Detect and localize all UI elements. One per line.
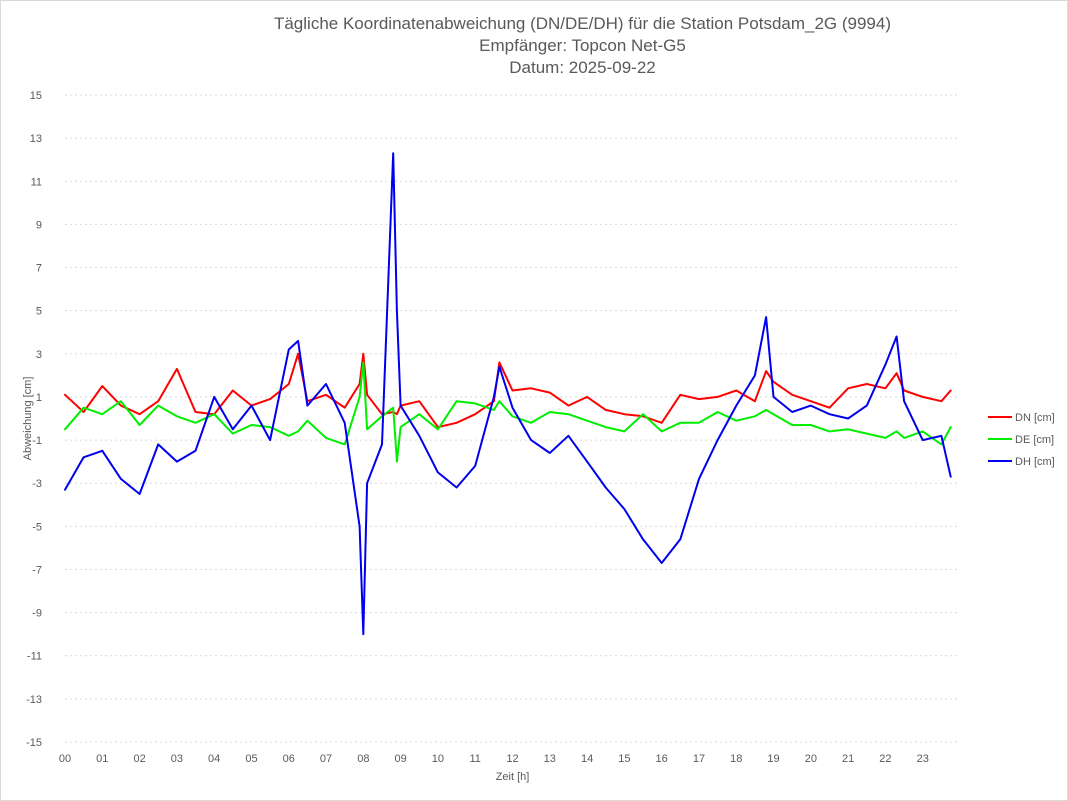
x-tick-label: 16 <box>656 753 668 765</box>
x-tick-label: 21 <box>842 753 854 765</box>
chart-title: Tägliche Koordinatenabweichung (DN/DE/DH… <box>274 14 891 77</box>
x-tick-label: 14 <box>581 753 593 765</box>
x-tick-label: 20 <box>805 753 817 765</box>
y-tick-label: -3 <box>32 478 42 490</box>
chart-title-line-2: Empfänger: Topcon Net-G5 <box>479 36 686 55</box>
x-tick-label: 05 <box>245 753 257 765</box>
data-series <box>64 152 952 636</box>
y-tick-label: -7 <box>32 564 42 576</box>
x-tick-label: 10 <box>432 753 444 765</box>
x-axis-title: Zeit [h] <box>496 771 530 783</box>
y-tick-label: 3 <box>36 349 42 361</box>
legend-label: DE [cm] <box>1015 434 1054 446</box>
y-tick-label: 7 <box>36 263 42 275</box>
x-tick-label: 23 <box>917 753 929 765</box>
x-axis-ticks: 00 01 02 03 04 05 06 07 08 09 10 11 12 13 14 15 16 17 18 19… <box>59 753 929 765</box>
y-tick-label: -13 <box>26 694 42 706</box>
y-tick-label: -15 <box>26 737 42 749</box>
y-tick-label: -11 <box>27 651 42 663</box>
x-tick-label: 08 <box>357 753 369 765</box>
x-tick-label: 22 <box>879 753 891 765</box>
legend-label: DH [cm] <box>1015 456 1055 468</box>
y-tick-label: 1 <box>36 392 42 404</box>
chart-title-line-1: Tägliche Koordinatenabweichung (DN/DE/DH… <box>274 14 891 33</box>
y-tick-label: -1 <box>32 435 42 447</box>
y-tick-label: -9 <box>32 608 42 620</box>
series-line-dn <box>64 352 952 429</box>
x-tick-label: 07 <box>320 753 332 765</box>
x-tick-label: 09 <box>395 753 407 765</box>
chart-title-line-3: Datum: 2025-09-22 <box>509 58 655 77</box>
x-tick-label: 13 <box>544 753 556 765</box>
y-tick-label: 5 <box>36 306 42 318</box>
y-tick-label: -5 <box>32 521 42 533</box>
legend: DN [cm] DE [cm] DH [cm] <box>988 412 1055 468</box>
x-tick-label: 06 <box>283 753 295 765</box>
x-tick-label: 01 <box>96 753 108 765</box>
x-tick-label: 03 <box>171 753 183 765</box>
y-tick-label: 13 <box>30 133 42 145</box>
x-tick-label: 19 <box>767 753 779 765</box>
x-tick-label: 12 <box>506 753 518 765</box>
y-tick-label: 9 <box>36 219 42 231</box>
y-axis-title: Abweichung [cm] <box>22 377 34 461</box>
x-tick-label: 18 <box>730 753 742 765</box>
x-tick-label: 11 <box>469 753 480 765</box>
x-tick-label: 00 <box>59 753 71 765</box>
series-line-de <box>64 361 952 463</box>
grid-lines <box>65 94 960 743</box>
x-tick-label: 04 <box>208 753 220 765</box>
x-tick-label: 17 <box>693 753 705 765</box>
y-tick-label: 11 <box>31 176 42 188</box>
x-tick-label: 15 <box>618 753 630 765</box>
x-tick-label: 02 <box>133 753 145 765</box>
legend-label: DN [cm] <box>1015 412 1055 424</box>
y-tick-label: 15 <box>30 90 42 102</box>
series-line-dh <box>64 152 952 636</box>
